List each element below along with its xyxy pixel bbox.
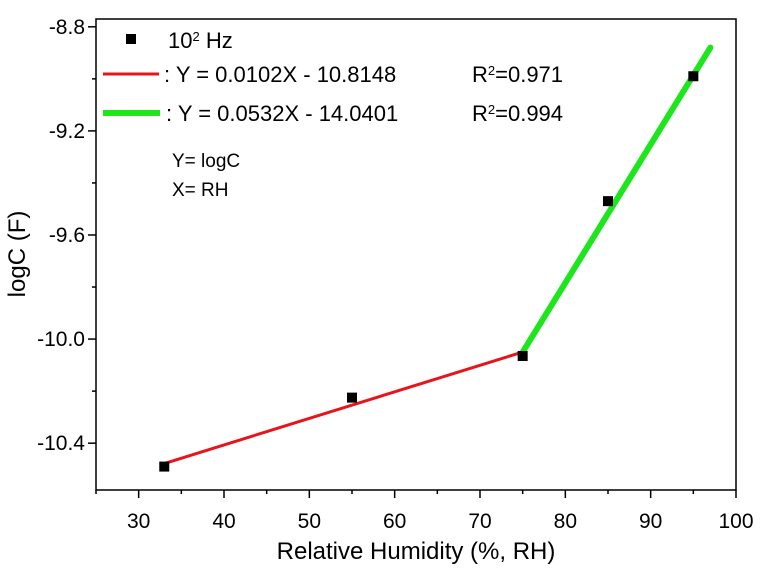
- fit-lines: [162, 44, 714, 466]
- legend: 102 Hz : Y = 0.0102X - 10.8148 R2=0.971 …: [103, 28, 563, 126]
- data-point-75: [517, 350, 528, 361]
- legend-fit-r2-prefix-1: R: [472, 62, 488, 87]
- y-tick-label--9.2: -9.2: [49, 120, 85, 143]
- x-tick-label-30: 30: [127, 510, 150, 533]
- y-tick-label--10.0: -10.0: [37, 328, 85, 351]
- legend-fit-r2-sup-2: 2: [488, 102, 495, 117]
- y-axis-title: logC (F): [4, 211, 31, 298]
- legend-fit-r2-prefix-2: R: [472, 101, 488, 126]
- x-tick-label-50: 50: [298, 510, 321, 533]
- data-point-95: [688, 71, 699, 82]
- legend-series-unit: Hz: [200, 28, 233, 53]
- legend-fit-r2-value-2: =0.994: [495, 101, 563, 126]
- data-point-33: [159, 461, 170, 472]
- legend-series-label: 102 Hz: [168, 28, 233, 53]
- x-tick-label-100: 100: [718, 510, 753, 533]
- data-points: [159, 71, 699, 472]
- legend-fit-equation-1: : Y = 0.0102X - 10.8148: [164, 62, 396, 87]
- axes: [95, 18, 737, 491]
- legend-fit-r2-sup-1: 2: [488, 63, 495, 78]
- data-point-85: [603, 196, 613, 207]
- x-tick-label-60: 60: [383, 510, 406, 533]
- x-tick-label-70: 70: [468, 510, 491, 533]
- legend-fit-r2-1: R2=0.971: [472, 62, 563, 87]
- ticks: 30 40 50 60 70 80 90 100 -10.4 -10.0 -9.6 -9.2 -8.8: [37, 16, 753, 533]
- y-tick-label--8.8: -8.8: [49, 16, 85, 39]
- y-tick-label--10.4: -10.4: [37, 432, 85, 455]
- y-tick-label--9.6: -9.6: [49, 224, 85, 247]
- annotation-x-definition: X= RH: [172, 180, 229, 201]
- legend-fit-r2-value-1: =0.971: [495, 62, 563, 87]
- data-point-55: [347, 392, 357, 403]
- annotation-y-definition: Y= logC: [172, 151, 240, 172]
- x-tick-label-40: 40: [212, 510, 235, 533]
- x-tick-label-90: 90: [639, 510, 662, 533]
- legend-fit-equation-2: : Y = 0.0532X - 14.0401: [166, 101, 398, 126]
- fit-line-1: [162, 350, 525, 466]
- fit-line-2: [519, 44, 714, 356]
- x-tick-label-80: 80: [554, 510, 577, 533]
- plot-frame: [95, 18, 737, 491]
- legend-fit-r2-2: R2=0.994: [472, 101, 563, 126]
- legend-series-sup: 2: [192, 29, 199, 44]
- x-axis-title: Relative Humidity (%, RH): [277, 538, 556, 565]
- legend-series-base: 10: [168, 28, 192, 53]
- legend-marker-series: [126, 34, 136, 44]
